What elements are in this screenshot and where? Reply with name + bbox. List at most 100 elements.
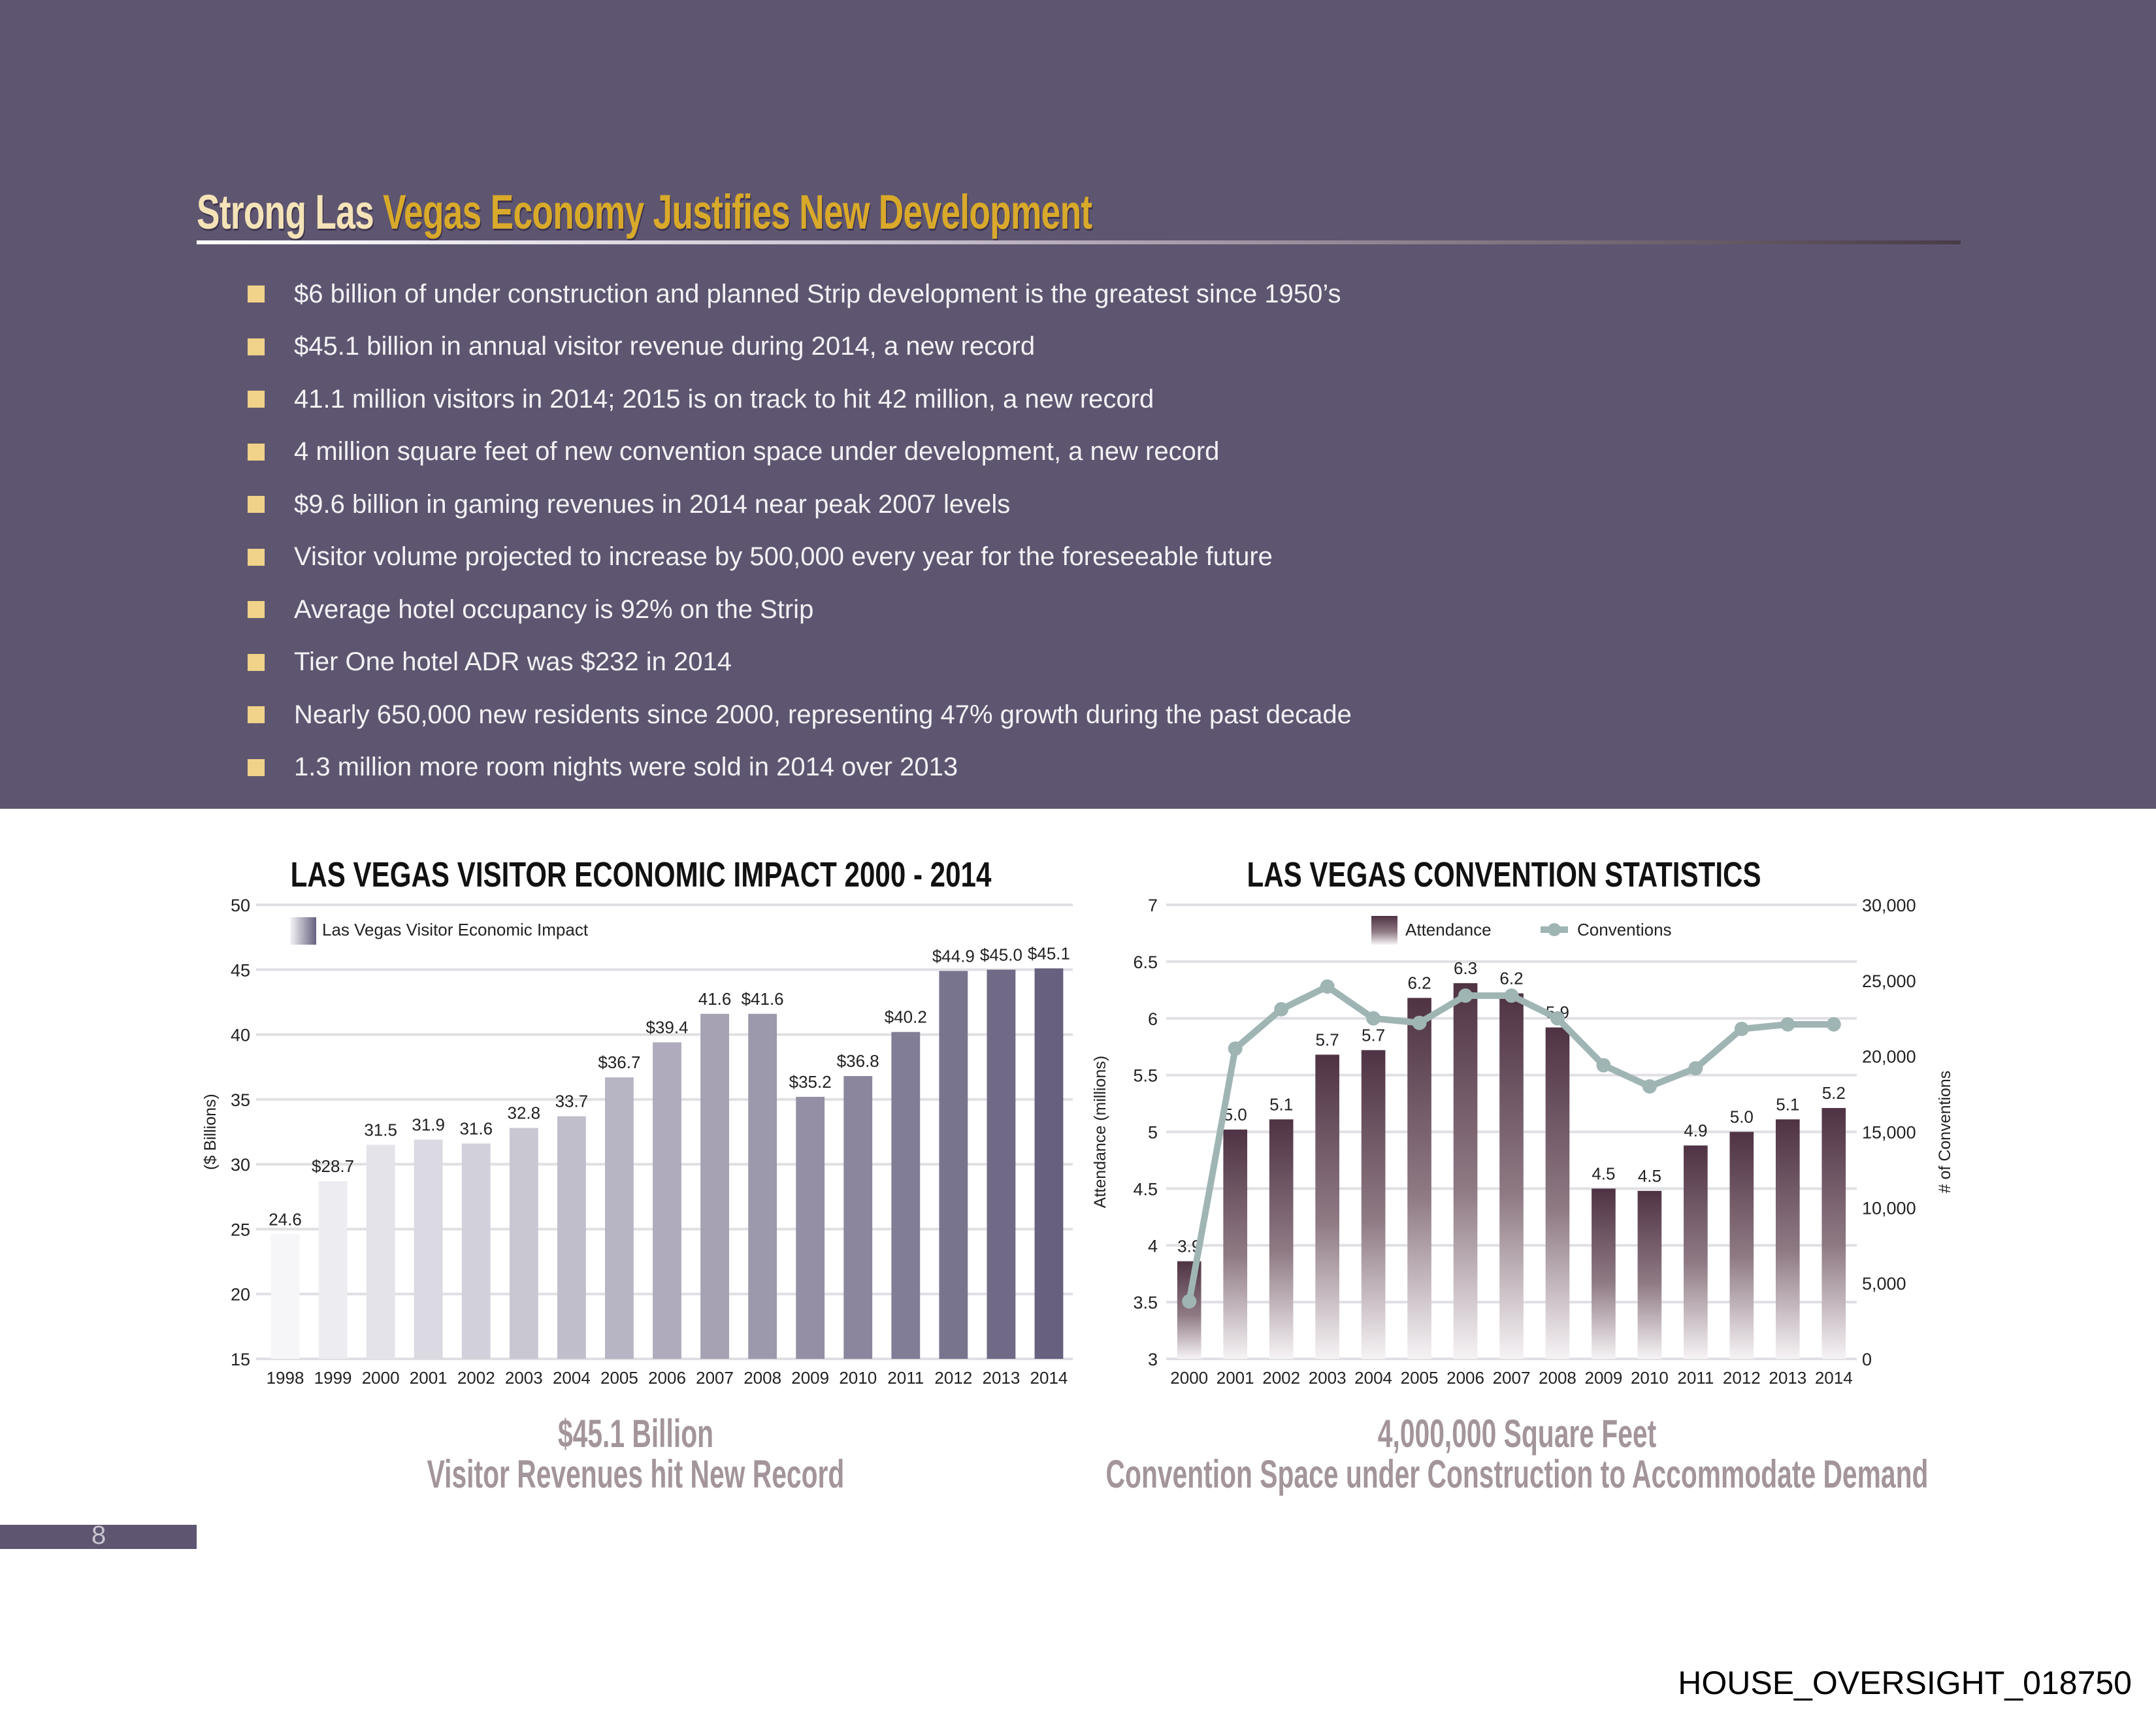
bar-value-label: $45.0 [980,945,1022,964]
bullet-text: 41.1 million visitors in 2014; 2015 is o… [294,384,1154,414]
x-tick-label: 2010 [839,1368,877,1388]
bullet-text: $9.6 billion in gaming revenues in 2014 … [294,489,1011,519]
bar [796,1096,825,1359]
conventions-point [1182,1294,1197,1309]
legend-label: Las Vegas Visitor Economic Impact [322,920,589,939]
y2-tick-label: 15,000 [1862,1123,1916,1143]
highlights-list: $6 billion of under construction and pla… [248,268,1352,794]
bar-value-label: 5.1 [1269,1094,1293,1114]
bar-value-label: 6.2 [1499,969,1523,988]
bar-value-label: $39.4 [645,1017,688,1037]
conventions-point [1320,979,1335,994]
conventions-point [1412,1015,1427,1030]
x-tick-label: 2000 [1170,1368,1208,1388]
bar [318,1181,348,1359]
bullet-square-icon [248,338,265,355]
list-item: Visitor volume projected to increase by … [248,531,1352,584]
bullet-text: $45.1 billion in annual visitor revenue … [294,332,1036,361]
bar [653,1042,681,1359]
attendance-bar [1592,1188,1616,1359]
y-tick-label: 50 [231,896,250,915]
y-tick-label: 45 [231,960,250,980]
x-tick-label: 2009 [1585,1368,1623,1388]
conventions-point [1780,1017,1795,1032]
x-tick-label: 2006 [648,1368,686,1388]
bar-value-label: 32.8 [508,1103,541,1123]
bar-value-label: 33.7 [555,1092,589,1111]
bar-value-label: 31.5 [364,1120,397,1139]
bates-number: HOUSE_OVERSIGHT_018750 [1678,1665,2132,1701]
bullet-square-icon [248,391,265,408]
x-tick-label: 2001 [410,1368,448,1388]
bullet-text: 4 million square feet of new convention … [294,437,1220,466]
bar-value-label: 5.1 [1776,1094,1799,1114]
bullet-square-icon [248,443,265,461]
attendance-bar [1315,1054,1339,1359]
y-tick-label: 25 [231,1220,250,1239]
bar [557,1116,586,1359]
attendance-bar [1361,1050,1386,1359]
y-tick-label: 5.5 [1133,1066,1158,1086]
y2-tick-label: 0 [1862,1350,1872,1369]
x-tick-label: 2009 [791,1368,829,1388]
y-tick-label: 6 [1148,1009,1158,1029]
bar-value-label: $45.1 [1028,943,1070,963]
y2-tick-label: 30,000 [1862,896,1916,915]
attendance-bar [1269,1119,1294,1359]
conventions-point [1550,1011,1565,1026]
bar [414,1139,443,1359]
bar [366,1145,395,1359]
y2-tick-label: 10,000 [1862,1198,1916,1218]
attendance-bar [1453,983,1478,1359]
y-tick-label: 4.5 [1133,1179,1158,1199]
bar-value-label: 4.9 [1684,1120,1707,1140]
bar-value-label: $28.7 [312,1156,354,1176]
page-number: 8 [91,1521,106,1550]
y-axis-label: ($ Billions) [201,1094,220,1170]
y-tick-label: 15 [231,1350,250,1369]
list-item: Nearly 650,000 new residents since 2000,… [248,689,1352,741]
y-axis-label: Attendance (millions) [1091,1056,1109,1208]
x-tick-label: 2011 [1677,1368,1714,1388]
x-tick-label: 2013 [1769,1368,1806,1388]
x-tick-label: 2007 [696,1368,734,1388]
conventions-point [1228,1041,1243,1056]
conventions-point [1734,1021,1749,1036]
bar-value-label: 41.6 [698,989,732,1009]
y2-tick-label: 5,000 [1862,1274,1906,1294]
chart1: 15 20 25 30 35 40 45 50 ($ Billions) 24.6 1998 $28.… [201,896,1073,1388]
conventions-point [1366,1011,1381,1026]
y-tick-label: 5 [1148,1123,1158,1143]
attendance-bar [1545,1027,1570,1359]
bar-value-label: 4.5 [1638,1166,1661,1186]
attendance-bar [1821,1108,1846,1359]
legend-label-conventions: Conventions [1577,920,1672,939]
legend-swatch-attendance [1371,916,1397,945]
attendance-bar [1223,1130,1248,1359]
bar [748,1013,777,1359]
y-tick-label: 3.5 [1133,1293,1158,1312]
bullet-text: 1.3 million more room nights were sold i… [294,753,958,782]
y-tick-label: 4 [1148,1236,1158,1256]
bar [270,1234,300,1359]
x-tick-label: 2004 [553,1368,591,1388]
bar-value-label: 5.2 [1822,1083,1846,1103]
bar [605,1077,634,1359]
list-item: Average hotel occupancy is 92% on the St… [248,583,1352,636]
y-tick-label: 35 [231,1090,250,1110]
x-tick-label: 2012 [934,1368,972,1388]
bar-value-label: 6.2 [1407,973,1431,992]
bar-value-label: $40.2 [885,1007,927,1027]
bar [700,1013,729,1359]
bullet-square-icon [248,706,265,724]
x-tick-label: 2001 [1217,1368,1254,1388]
attendance-bar [1684,1145,1708,1359]
conventions-point [1688,1061,1703,1076]
bar-value-label: 24.6 [269,1209,302,1229]
x-tick-label: 2006 [1446,1368,1484,1388]
x-tick-label: 2011 [887,1368,924,1388]
attendance-bar [1637,1190,1662,1359]
bar-value-label: 4.5 [1592,1164,1615,1183]
bullet-square-icon [248,653,265,671]
